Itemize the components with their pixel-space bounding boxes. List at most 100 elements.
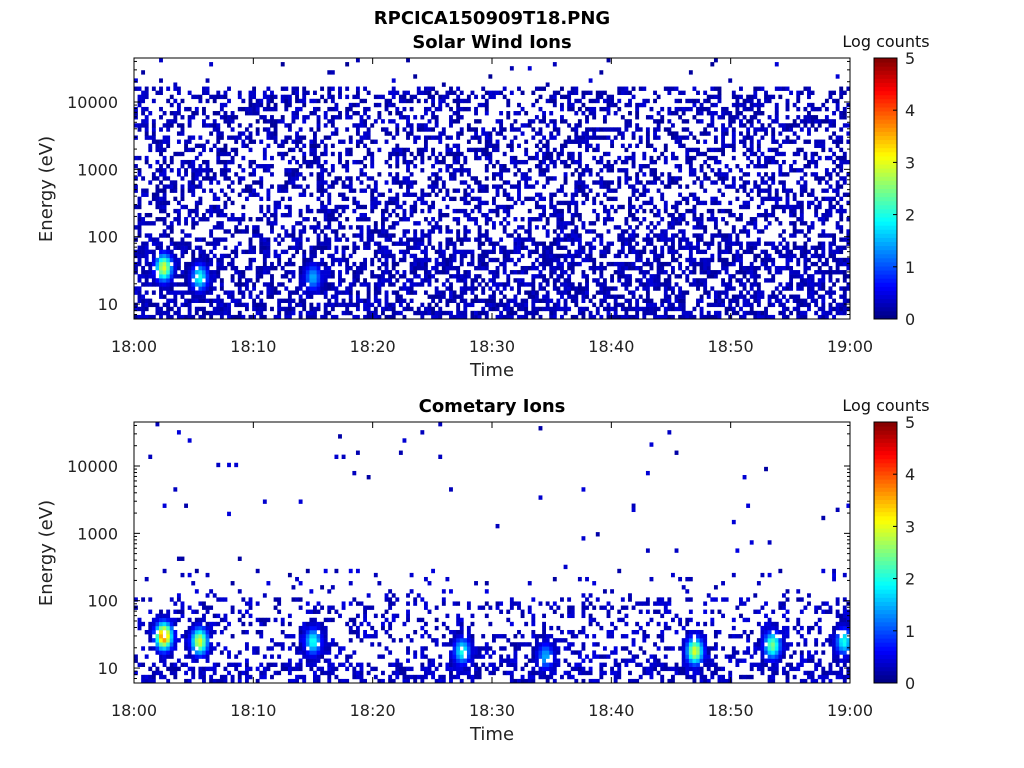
heatmap-cell — [270, 119, 274, 124]
heatmap-cell — [316, 306, 321, 312]
heatmap-cell — [610, 204, 615, 210]
heatmap-cell — [388, 282, 393, 287]
heatmap-cell — [452, 294, 457, 299]
heatmap-cell — [280, 115, 285, 120]
heatmap-cell — [162, 257, 167, 263]
heatmap-cell — [148, 298, 153, 303]
heatmap-cell — [295, 115, 299, 120]
heatmap-cell — [291, 90, 296, 96]
heatmap-cell — [484, 135, 489, 140]
heatmap-cell — [663, 233, 668, 238]
heatmap-cell — [674, 274, 679, 279]
heatmap-cell — [287, 180, 292, 185]
heatmap-cell — [678, 212, 683, 218]
heatmap-cell — [298, 192, 303, 197]
heatmap-cell — [713, 290, 718, 295]
heatmap-cell — [803, 310, 808, 316]
heatmap-cell — [449, 241, 453, 246]
heatmap-cell — [148, 237, 153, 242]
heatmap-cell — [556, 286, 561, 291]
heatmap-cell — [488, 151, 493, 157]
heatmap-cell — [781, 245, 786, 250]
heatmap-cell — [785, 196, 790, 202]
heatmap-cell — [484, 168, 489, 173]
heatmap-cell — [180, 282, 185, 287]
heatmap-cell — [545, 306, 550, 312]
heatmap-cell — [792, 159, 797, 165]
heatmap-cell — [266, 241, 271, 246]
heatmap-cell — [384, 106, 389, 112]
heatmap-cell — [459, 180, 464, 185]
heatmap-cell — [176, 102, 181, 108]
heatmap-cell — [209, 147, 214, 153]
heatmap-cell — [416, 310, 421, 316]
heatmap-cell — [323, 123, 328, 128]
heatmap-cell — [624, 314, 629, 320]
heatmap-cell — [577, 159, 582, 165]
heatmap-cell — [323, 147, 328, 153]
heatmap-cell — [259, 180, 264, 185]
heatmap-cell — [538, 164, 543, 169]
heatmap-cell — [810, 172, 815, 177]
heatmap-cell — [420, 155, 425, 161]
heatmap-cell — [459, 106, 464, 112]
heatmap-cell — [173, 188, 178, 193]
heatmap-cell — [599, 274, 604, 279]
heatmap-cell — [606, 314, 611, 320]
heatmap-cell — [416, 123, 421, 128]
heatmap-cell — [202, 90, 206, 96]
heatmap-cell — [592, 98, 597, 104]
heatmap-cell — [187, 290, 192, 295]
heatmap-cell — [384, 249, 389, 255]
heatmap-cell — [807, 204, 811, 210]
heatmap-cell — [330, 123, 335, 128]
heatmap-cell — [384, 306, 389, 312]
heatmap-cell — [774, 196, 779, 202]
heatmap-cell — [731, 127, 736, 132]
heatmap-cell — [577, 106, 582, 112]
heatmap-cell — [463, 314, 468, 320]
heatmap-cell — [456, 94, 461, 100]
heatmap-cell — [266, 106, 271, 112]
heatmap-cell — [484, 237, 489, 242]
heatmap-cell — [767, 302, 772, 308]
heatmap-cell — [660, 151, 665, 157]
heatmap-cell — [781, 86, 786, 91]
heatmap-cell — [441, 257, 446, 263]
heatmap-cell — [273, 221, 278, 226]
heatmap-cell — [309, 127, 314, 132]
heatmap-cell — [209, 290, 214, 295]
heatmap-cell — [259, 265, 264, 271]
heatmap-cell — [567, 294, 572, 299]
heatmap-cell — [635, 102, 640, 108]
heatmap-cell — [316, 208, 321, 214]
heatmap-cell — [477, 257, 482, 263]
heatmap-cell — [134, 184, 138, 189]
heatmap-cell — [280, 98, 285, 104]
heatmap-cell — [277, 253, 282, 259]
heatmap-cell — [366, 237, 371, 242]
heatmap-cell — [198, 298, 203, 303]
heatmap-cell — [713, 94, 718, 100]
heatmap-cell — [764, 208, 768, 214]
heatmap-cell — [456, 151, 461, 157]
heatmap-cell — [728, 298, 733, 303]
heatmap-cell — [420, 123, 425, 128]
heatmap-cell — [509, 298, 514, 303]
heatmap-cell — [531, 298, 536, 303]
heatmap-cell — [216, 204, 221, 210]
heatmap-cell — [388, 188, 393, 193]
heatmap-cell — [212, 94, 217, 100]
heatmap-cell — [159, 115, 163, 120]
heatmap-cell — [534, 245, 539, 250]
heatmap-cell — [284, 172, 289, 177]
heatmap-cell — [617, 233, 622, 238]
heatmap-cell — [212, 253, 217, 259]
heatmap-cell — [513, 217, 518, 222]
heatmap-cell — [574, 139, 579, 144]
heatmap-cell — [803, 302, 808, 308]
heatmap-cell — [728, 123, 733, 128]
heatmap-cell — [287, 176, 292, 181]
heatmap-cell — [481, 298, 486, 303]
heatmap-cell — [466, 147, 471, 153]
